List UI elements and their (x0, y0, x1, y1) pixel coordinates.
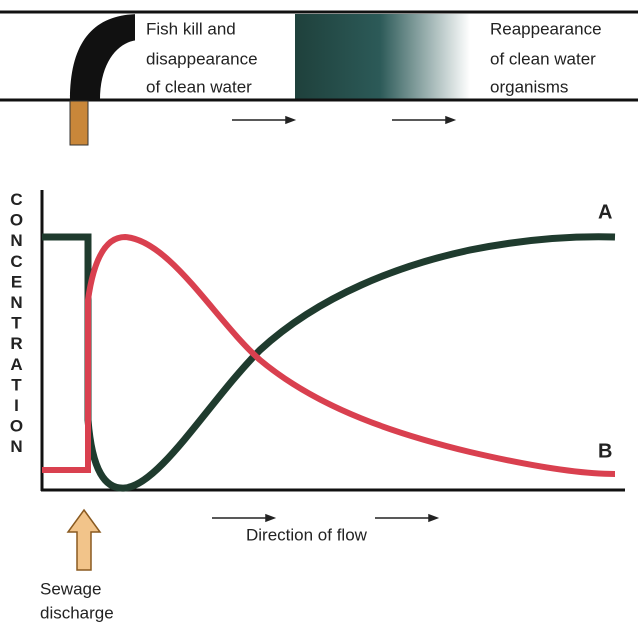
river-label: Reappearance (490, 19, 602, 38)
curve-b (42, 233, 616, 477)
flow-arrows (232, 115, 457, 125)
river-label: of clean water (490, 49, 596, 68)
curve-a (42, 233, 616, 492)
discharge-plume (70, 14, 140, 100)
curve-label: B (598, 440, 612, 462)
source-label: discharge (40, 603, 114, 622)
pollution-band (290, 14, 470, 99)
river-label: of clean water (146, 77, 252, 96)
river-label: disappearance (146, 49, 258, 68)
y-axis-label: CONCENTRATION (7, 190, 26, 458)
river-label: Fish kill and (146, 19, 236, 38)
pipe (69, 100, 89, 146)
flow-arrows (212, 513, 440, 523)
discharge-arrow (66, 508, 102, 571)
source-label: Sewage (40, 579, 101, 598)
x-axis-label: Direction of flow (246, 525, 368, 544)
curve-label: A (598, 201, 612, 223)
river-label: organisms (490, 77, 568, 96)
label-box (135, 14, 295, 99)
